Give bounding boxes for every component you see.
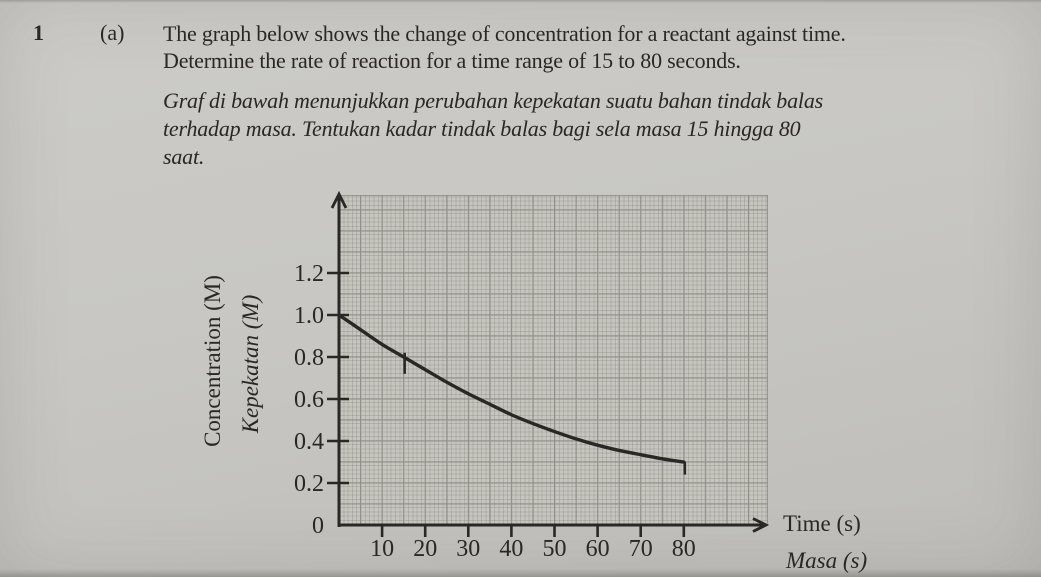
question-ms-line-3: saat. — [163, 144, 205, 169]
y-tick-label: 0 — [312, 513, 324, 539]
x-axis-label-english: Time (s) — [783, 511, 861, 536]
y-axis-label-english: Concentration (M) — [200, 275, 225, 447]
question-text-malay: Graf di bawah menunjukkan perubahan kepe… — [163, 87, 963, 171]
question-en-line-1: The graph below shows the change of conc… — [163, 21, 846, 46]
question-text-english: The graph below shows the change of conc… — [163, 20, 963, 74]
y-tick-label: 0.2 — [294, 471, 324, 497]
y-tick-label: 1.2 — [294, 261, 324, 287]
y-tick-label: 0.8 — [294, 345, 324, 371]
graph-paper-grid — [339, 195, 768, 525]
question-en-line-2: Determine the rate of reaction for a tim… — [163, 48, 741, 73]
x-tick-label: 40 — [499, 536, 523, 562]
x-tick-label: 10 — [370, 536, 394, 562]
question-part-label: (a) — [100, 20, 125, 45]
x-tick-label: 60 — [586, 536, 610, 562]
y-tick-label: 1.0 — [294, 303, 324, 329]
question-ms-line-1: Graf di bawah menunjukkan perubahan kepe… — [163, 88, 823, 113]
x-tick-label: 20 — [413, 536, 437, 562]
x-tick-label: 80 — [672, 536, 696, 562]
x-tick-label: 70 — [629, 536, 653, 562]
y-tick-label: 0.4 — [294, 429, 324, 455]
question-number: 1 — [33, 20, 44, 45]
y-axis-label-malay: Kepekatan (M) — [238, 294, 263, 434]
x-axis-label-malay: Masa (s) — [786, 548, 868, 573]
y-tick-label: 0.6 — [294, 387, 324, 413]
x-tick-label: 50 — [543, 536, 567, 562]
question-ms-line-2: terhadap masa. Tentukan kadar tindak bal… — [163, 116, 801, 141]
x-tick-label: 30 — [456, 536, 480, 562]
